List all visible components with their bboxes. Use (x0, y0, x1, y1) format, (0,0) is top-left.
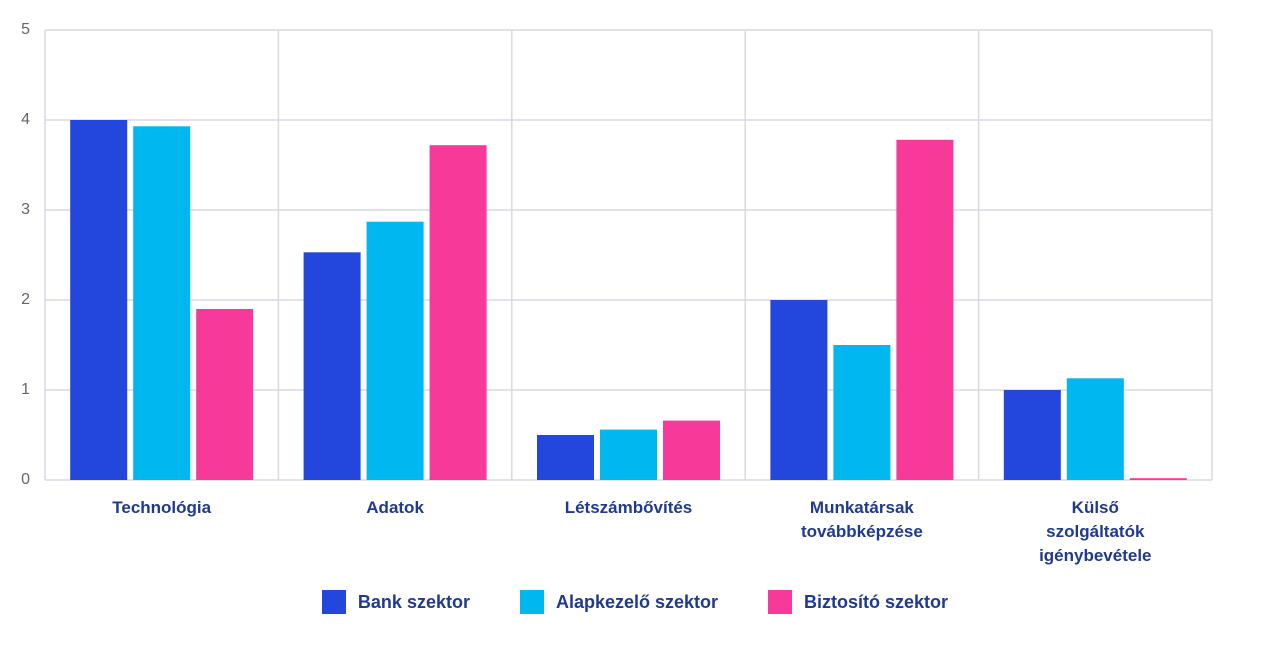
legend-item: Alapkezelő szektor (519, 590, 719, 614)
x-tick-label: Munkatársak továbbképzése (800, 498, 923, 541)
bar (1129, 478, 1187, 480)
x-tick-label: Technológia (112, 498, 212, 517)
y-tick-label: 4 (21, 111, 30, 128)
legend: Bank szektor Alapkezelő szektor Biztosító … (0, 590, 1270, 614)
bar (366, 221, 424, 480)
legend-item: Biztosító szektor (768, 590, 948, 614)
bar (133, 126, 191, 481)
x-tick-label: Külső szolgáltatók igénybevétele (1039, 498, 1152, 565)
legend-label: Biztosító szektor (804, 591, 949, 612)
bar (833, 345, 891, 480)
legend-label: Bank szektor (357, 591, 470, 612)
y-tick-label: 0 (21, 471, 30, 488)
bar (663, 420, 720, 480)
bar (537, 435, 594, 480)
legend-label: Alapkezelő szektor (555, 591, 719, 612)
y-tick-label: 2 (21, 291, 30, 308)
legend-swatch (768, 590, 793, 614)
y-tick-label: 1 (21, 381, 30, 398)
bar (600, 429, 657, 480)
legend-swatch (519, 590, 544, 614)
y-tick-label: 3 (21, 201, 30, 218)
bar (429, 145, 487, 480)
bar (70, 120, 128, 480)
legend-item: Bank szektor (321, 590, 470, 614)
bar (196, 309, 254, 480)
bar (770, 300, 828, 480)
y-tick-label: 5 (21, 21, 30, 38)
bar (1003, 390, 1061, 480)
bar (896, 139, 954, 481)
x-tick-label: Létszámbővítés (564, 498, 693, 517)
bar (1066, 378, 1124, 480)
bar (303, 252, 361, 480)
x-tick-label: Adatok (366, 498, 424, 517)
legend-swatch (321, 590, 346, 614)
